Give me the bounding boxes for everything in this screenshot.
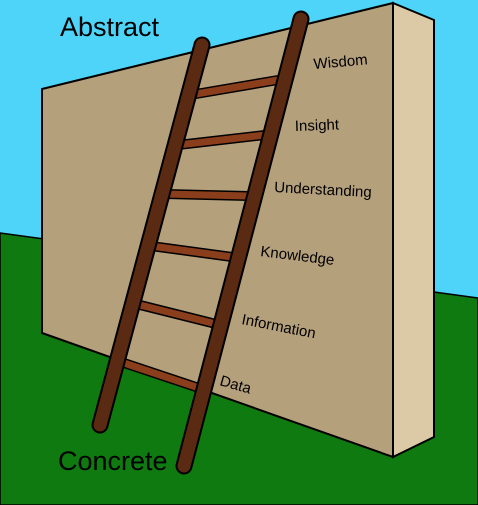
abstract-label: Abstract bbox=[60, 12, 160, 42]
ladder-left-rail bbox=[93, 38, 209, 432]
ladder-rung bbox=[174, 131, 269, 149]
ladder-rails bbox=[91, 10, 310, 475]
ladder-rung bbox=[132, 300, 216, 327]
ladder-rungs bbox=[116, 75, 283, 392]
concrete-label: Concrete bbox=[58, 446, 168, 476]
ladder-rung bbox=[161, 190, 252, 200]
ladder-rung bbox=[117, 358, 200, 391]
rung-label-wisdom: Wisdom bbox=[313, 51, 368, 73]
ladder-rung bbox=[147, 242, 236, 261]
rung-label-insight: Insight bbox=[295, 116, 341, 135]
rung-label-understanding: Understanding bbox=[274, 179, 372, 201]
wall-side-face bbox=[392, 1, 435, 459]
ladder-rung bbox=[186, 76, 282, 99]
ladder-right-rail bbox=[177, 12, 308, 473]
